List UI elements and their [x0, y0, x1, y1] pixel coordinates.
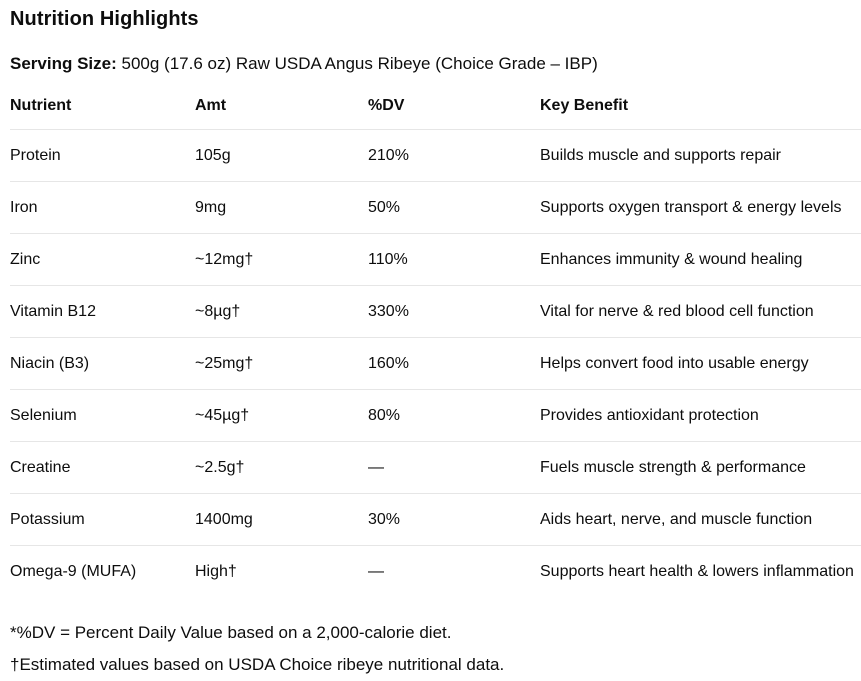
- cell-benefit: Vital for nerve & red blood cell functio…: [540, 285, 861, 338]
- cell-benefit: Builds muscle and supports repair: [540, 129, 861, 182]
- cell-dv: 330%: [368, 285, 540, 338]
- cell-amt: ~2.5g†: [195, 441, 368, 494]
- column-header-amt: Amt: [195, 89, 368, 130]
- cell-nutrient: Iron: [10, 181, 195, 234]
- cell-nutrient: Potassium: [10, 493, 195, 546]
- footnotes: *%DV = Percent Daily Value based on a 2,…: [10, 617, 861, 681]
- cell-nutrient: Creatine: [10, 441, 195, 494]
- cell-amt: High†: [195, 563, 237, 580]
- footnote-estimated-values: †Estimated values based on USDA Choice r…: [10, 655, 505, 674]
- cell-dv: 50%: [368, 181, 540, 234]
- cell-amt: ~12mg†: [195, 233, 368, 286]
- cell-nutrient: Vitamin B12: [10, 285, 195, 338]
- cell-benefit: Fuels muscle strength & performance: [540, 441, 861, 494]
- table-header-row: Nutrient Amt %DV Key Benefit: [10, 89, 861, 130]
- table-row: Zinc ~12mg† 110% Enhances immunity & wound …: [10, 233, 861, 286]
- cell-benefit: Provides antioxidant protection: [540, 389, 861, 442]
- footnote-dv-definition: *%DV = Percent Daily Value based on a 2,…: [10, 623, 452, 642]
- cell-benefit: Helps convert food into usable energy: [540, 337, 861, 390]
- cell-dv: 210%: [368, 129, 540, 182]
- cell-dv: 30%: [368, 493, 540, 546]
- serving-size-value: 500g (17.6 oz) Raw USDA Angus Ribeye (Ch…: [121, 54, 598, 73]
- table-row: Vitamin B12 ~8µg† 330% Vital for nerve & re…: [10, 285, 861, 338]
- cell-amt: 105g: [195, 129, 368, 182]
- table-row: Niacin (B3) ~25mg† 160% Helps convert food …: [10, 337, 861, 390]
- serving-size-label: Serving Size:: [10, 54, 117, 73]
- table-row: Omega-9 (MUFA) High† — Supports heart healt…: [10, 546, 861, 598]
- table-row: Iron 9mg 50% Supports oxygen transport & en…: [10, 181, 861, 234]
- cell-dv: 110%: [368, 233, 540, 286]
- cell-nutrient: Selenium: [10, 389, 195, 442]
- cell-dv: 80%: [368, 389, 540, 442]
- column-header-nutrient: Nutrient: [10, 89, 195, 130]
- cell-amt: ~25mg†: [195, 337, 368, 390]
- cell-nutrient: Omega-9 (MUFA): [10, 563, 137, 580]
- table-body: Protein 105g 210% Builds muscle and support…: [10, 129, 861, 598]
- nutrition-highlights-page: Nutrition Highlights Serving Size: 500g …: [0, 5, 861, 681]
- column-header-key-benefit: Key Benefit: [540, 89, 861, 130]
- cell-amt: 9mg: [195, 181, 368, 234]
- cell-benefit: Aids heart, nerve, and muscle function: [540, 493, 861, 546]
- cell-amt: ~8µg†: [195, 285, 368, 338]
- cell-nutrient: Protein: [10, 129, 195, 182]
- table-row: Potassium 1400mg 30% Aids heart, nerve, and…: [10, 493, 861, 546]
- table-row: Creatine ~2.5g† — Fuels muscle strength & p…: [10, 441, 861, 494]
- column-header-dv: %DV: [368, 89, 540, 130]
- page-title: Nutrition Highlights: [10, 8, 199, 30]
- serving-size-line: Serving Size: 500g (17.6 oz) Raw USDA An…: [10, 53, 861, 75]
- cell-dv: 160%: [368, 337, 540, 390]
- cell-amt: 1400mg: [195, 493, 368, 546]
- cell-benefit: Supports oxygen transport & energy level…: [540, 181, 861, 234]
- nutrition-table: Nutrient Amt %DV Key Benefit Protein 105g…: [10, 89, 861, 597]
- cell-dv: —: [368, 563, 384, 580]
- cell-dv: —: [368, 441, 540, 494]
- cell-nutrient: Niacin (B3): [10, 337, 195, 390]
- table-row: Protein 105g 210% Builds muscle and support…: [10, 129, 861, 182]
- cell-nutrient: Zinc: [10, 233, 195, 286]
- table-row: Selenium ~45µg† 80% Provides antioxidant pr…: [10, 389, 861, 442]
- cell-benefit: Supports heart health & lowers inflammat…: [540, 563, 854, 580]
- cell-benefit: Enhances immunity & wound healing: [540, 233, 861, 286]
- cell-amt: ~45µg†: [195, 389, 368, 442]
